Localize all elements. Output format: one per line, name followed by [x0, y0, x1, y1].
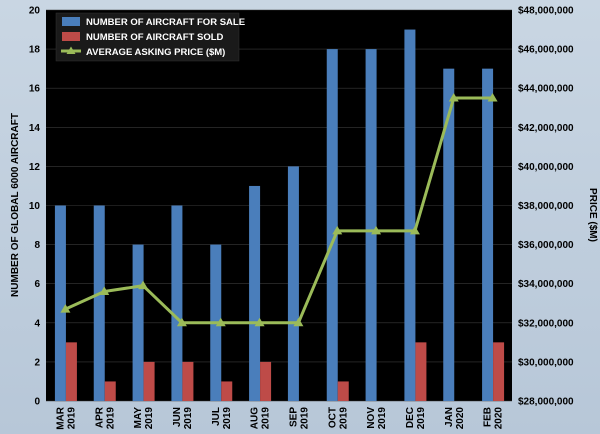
bar-sold: [493, 342, 505, 401]
bar-sold: [260, 361, 272, 401]
x-tick-label-month: DEC: [405, 407, 416, 428]
y2-tick-label: $30,000,000: [518, 357, 574, 368]
y-tick-label: 18: [29, 45, 41, 56]
x-tick-label-month: AUG: [250, 407, 261, 429]
bar-sold: [182, 361, 194, 401]
bar-for-sale: [404, 29, 416, 402]
y-tick-label: 16: [29, 84, 41, 95]
bar-for-sale: [132, 244, 144, 401]
x-tick-label-year: 2020: [494, 407, 505, 430]
price-marker: [448, 92, 459, 102]
y-tick-label: 10: [29, 201, 41, 212]
x-tick-label-month: APR: [94, 406, 105, 428]
price-marker: [138, 280, 149, 290]
y2-tick-label: $28,000,000: [518, 397, 574, 408]
y2-tick-label: $44,000,000: [518, 84, 574, 95]
price-marker: [254, 317, 265, 327]
price-marker: [99, 286, 110, 296]
y-tick-label: 8: [34, 240, 40, 251]
y2-tick-label: $42,000,000: [518, 123, 574, 134]
x-tick-label-month: MAR: [55, 406, 66, 430]
bar-sold: [221, 381, 233, 401]
x-axis-ticks: MAR 2019 APR 2019 MAY 2019 JUN 2019 JUL 2019 AUG 20…: [55, 406, 504, 430]
x-tick-label-year: 2019: [222, 407, 233, 430]
legend-swatch-sold: [62, 32, 80, 41]
bar-for-sale: [443, 68, 455, 402]
y-tick-label: 6: [34, 279, 40, 290]
legend-swatch-price-marker: [66, 46, 76, 54]
bar-sold: [337, 381, 349, 401]
y2-tick-label: $36,000,000: [518, 240, 574, 251]
bar-sold: [65, 342, 77, 401]
y-tick-label: 0: [34, 397, 40, 408]
x-tick-label-year: 2019: [105, 407, 116, 430]
y2-tick-label: $46,000,000: [518, 45, 574, 56]
bar-for-sale: [93, 205, 105, 401]
x-tick-label-month: FEB: [483, 407, 494, 427]
x-tick-label-year: 2019: [416, 407, 427, 430]
price-marker: [60, 304, 71, 313]
x-tick-label-year: 2019: [144, 407, 155, 430]
x-tick-label-year: 2019: [377, 407, 388, 430]
x-tick-label-month: SEP: [288, 407, 299, 427]
legend-background: [55, 12, 240, 62]
y2-tick-label: $48,000,000: [518, 6, 574, 17]
legend: NUMBER OF AIRCRAFT FOR SALE NUMBER OF AI…: [55, 12, 245, 62]
left-axis-ticks: 0 2 4 6 8 10 12 14 16 18 20: [29, 6, 41, 408]
y-tick-label: 20: [29, 6, 41, 17]
price-marker: [409, 225, 420, 235]
x-tick-label-month: JUL: [211, 407, 222, 426]
x-tick-label-month: JUN: [172, 407, 183, 427]
y2-axis-title: PRICE ($M): [587, 188, 598, 242]
bars: [54, 29, 505, 402]
bar-sold: [415, 342, 427, 401]
x-tick-label-year: 2019: [299, 407, 310, 430]
y2-tick-label: $34,000,000: [518, 279, 574, 290]
bar-for-sale: [54, 205, 66, 401]
bar-for-sale: [365, 49, 377, 401]
x-tick-label-month: NOV: [366, 407, 377, 429]
x-tick-label-month: MAY: [133, 407, 144, 429]
x-tick-label-year: 2020: [455, 407, 466, 430]
price-line-layer: [60, 92, 498, 327]
x-tick-label-year: 2019: [338, 407, 349, 430]
price-marker: [487, 92, 498, 102]
bar-for-sale: [171, 205, 183, 401]
bar-for-sale: [482, 68, 494, 402]
y2-tick-label: $40,000,000: [518, 162, 574, 173]
price-marker: [293, 317, 304, 327]
legend-label-for-sale: NUMBER OF AIRCRAFT FOR SALE: [86, 17, 245, 28]
x-tick-label-year: 2019: [66, 407, 77, 430]
y-tick-label: 12: [29, 162, 41, 173]
y-tick-label: 2: [34, 357, 40, 368]
bar-for-sale: [326, 49, 338, 401]
legend-swatch-for-sale: [62, 17, 80, 26]
bar-for-sale: [249, 185, 261, 401]
legend-label-price: AVERAGE ASKING PRICE ($M): [86, 47, 225, 58]
y2-tick-label: $38,000,000: [518, 201, 574, 212]
bar-for-sale: [287, 166, 299, 401]
price-marker: [332, 225, 343, 235]
bar-sold: [143, 361, 155, 401]
price-marker: [371, 225, 382, 235]
price-marker: [215, 317, 226, 327]
price-marker: [176, 317, 187, 327]
y-axis-title: NUMBER OF GLOBAL 6000 AIRCRAFT: [10, 113, 21, 297]
x-tick-label-month: JAN: [444, 407, 455, 427]
y-tick-label: 4: [34, 318, 40, 329]
price-line: [64, 96, 493, 325]
bar-sold: [104, 381, 116, 401]
y2-tick-label: $32,000,000: [518, 318, 574, 329]
y-tick-label: 14: [29, 123, 41, 134]
x-tick-label-year: 2019: [261, 407, 272, 430]
x-tick-label-month: OCT: [327, 407, 338, 428]
legend-label-sold: NUMBER OF AIRCRAFT SOLD: [86, 32, 224, 43]
x-tick-label-year: 2019: [183, 407, 194, 430]
right-axis-ticks: $28,000,000 $30,000,000 $32,000,000 $34,000…: [518, 6, 574, 408]
